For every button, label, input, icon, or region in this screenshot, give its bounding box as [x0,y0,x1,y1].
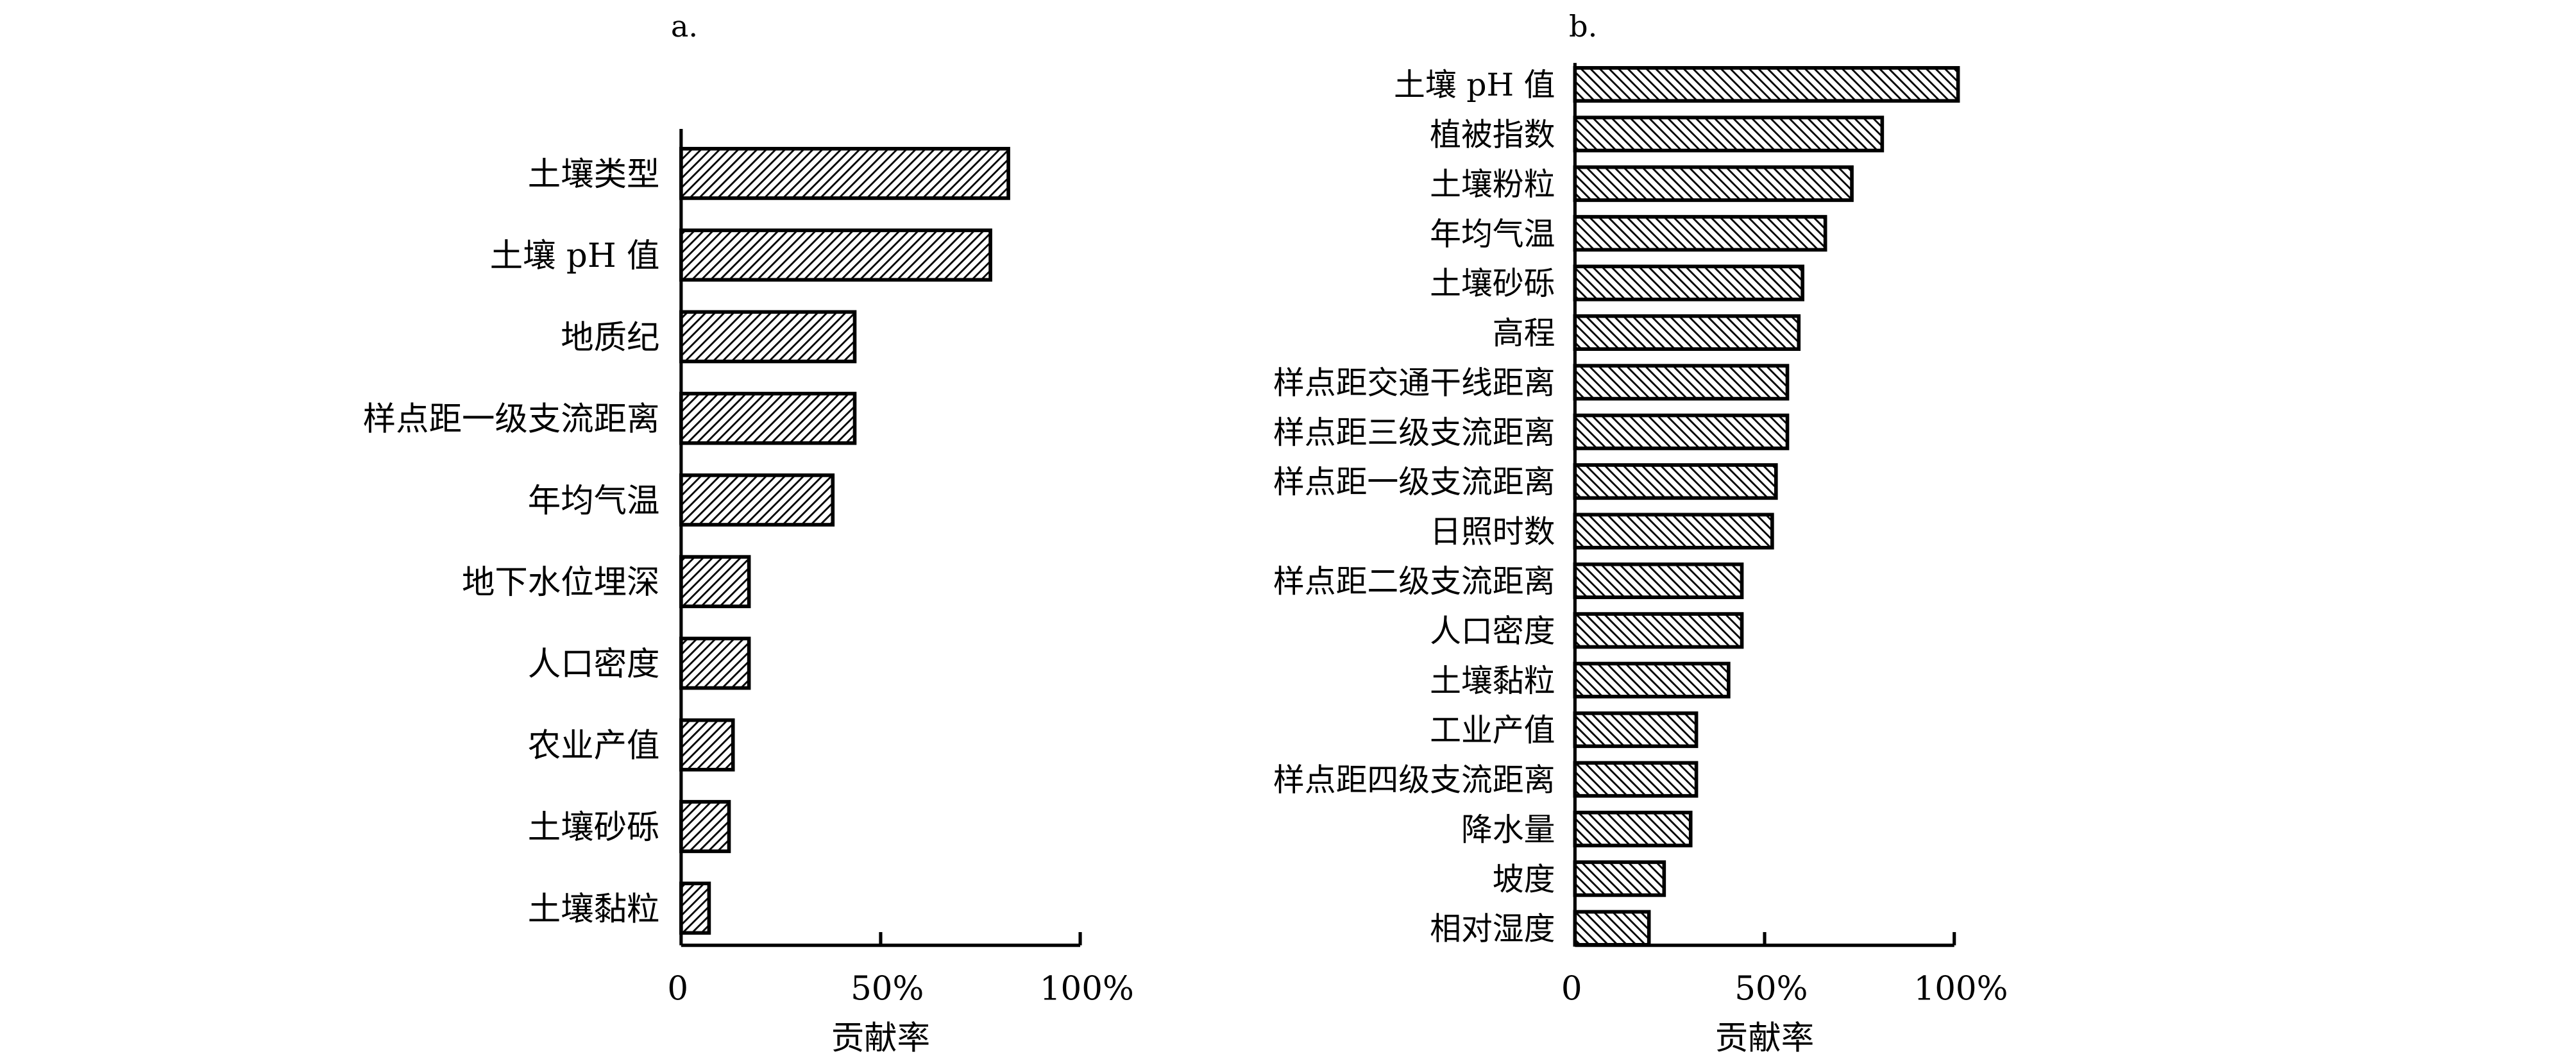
bar [1573,215,1827,252]
category-label: 土壤黏粒 [1430,663,1555,699]
category-label: 土壤黏粒 [528,890,660,928]
category-label: 年均气温 [1430,216,1555,252]
bar [1573,910,1651,947]
bar [679,800,731,853]
x-tick-label: 100% [1040,969,1134,1008]
bar [679,881,711,935]
category-label: 样点距三级支流距离 [1273,414,1555,451]
bar [1573,115,1885,153]
chart-b: b. 土壤 pH 值植被指数土壤粉粒年均气温土壤砂砾高程样点距交通干线距离样点距三… [1273,9,2008,1058]
category-label: 坡度 [1493,861,1555,897]
category-label: 相对湿度 [1430,911,1555,947]
category-label: 土壤粉粒 [1430,166,1555,203]
chart-title: b. [1569,9,1597,44]
category-label: 样点距交通干线距离 [1273,364,1555,401]
bar [1573,264,1804,301]
bar [1573,810,1693,847]
category-label: 样点距二级支流距离 [1273,563,1555,600]
bar [1573,711,1699,749]
bar [1573,513,1774,550]
category-label: 人口密度 [528,645,660,683]
bar [1573,761,1699,798]
bar [679,146,1010,200]
chart-title: a. [671,9,698,44]
category-label: 地下水位埋深 [462,563,659,602]
category-label: 地质纪 [561,318,659,357]
category-label: 土壤类型 [528,155,660,194]
category-label: 日照时数 [1430,514,1555,550]
bar [679,555,751,609]
category-label: 工业产值 [1430,712,1555,749]
bar [1573,413,1790,450]
bar [679,473,835,527]
bar [679,718,735,772]
bar [1573,860,1666,897]
bar [1573,65,1960,103]
category-label: 人口密度 [1430,613,1555,649]
bar [1573,314,1801,352]
category-label: 样点距四级支流距离 [1273,762,1555,799]
bar [679,391,857,445]
category-label: 高程 [1493,315,1555,352]
x-axis-label: 贡献率 [1715,1019,1814,1058]
bar [679,636,751,690]
bar [1573,661,1731,699]
bar [679,310,857,364]
x-axis-label: 贡献率 [831,1019,930,1058]
category-label: 降水量 [1461,811,1555,848]
category-label: 年均气温 [528,482,660,520]
x-tick-label: 50% [1734,969,1808,1008]
x-tick-label: 0 [667,969,688,1008]
bar [1573,165,1854,202]
bar [1573,364,1790,401]
x-tick-label: 0 [1561,969,1582,1008]
category-label: 土壤砂砾 [528,808,660,847]
category-label: 土壤 pH 值 [490,237,660,275]
category-label: 样点距一级支流距离 [363,400,660,439]
bar [679,228,992,282]
x-tick-label: 100% [1914,969,2008,1008]
bar [1573,463,1778,500]
bar [1573,562,1744,599]
category-label: 土壤 pH 值 [1394,67,1555,103]
category-label: 土壤砂砾 [1430,266,1555,302]
x-tick-label: 50% [851,969,924,1008]
category-label: 农业产值 [528,727,660,765]
category-label: 植被指数 [1430,117,1555,153]
category-label: 样点距一级支流距离 [1273,464,1555,500]
bar [1573,612,1744,649]
